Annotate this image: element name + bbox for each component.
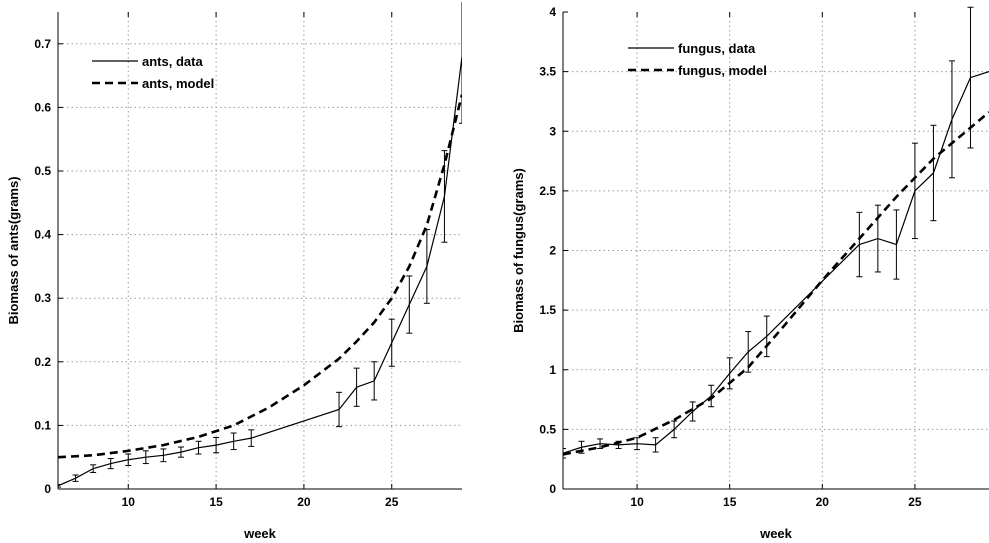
y-tick-label: 0.6 (34, 100, 51, 114)
x-tick-label: 15 (723, 495, 737, 509)
y-tick-label: 0.7 (34, 37, 51, 51)
plot-area (58, 2, 462, 488)
y-tick-label: 0.5 (34, 164, 51, 178)
legend-label: ants, data (142, 54, 203, 69)
y-tick-label: 0 (549, 482, 556, 496)
plot-area (563, 6, 989, 459)
y-tick-label: 3.5 (539, 65, 556, 79)
y-tick-label: 0.4 (34, 228, 51, 242)
fungus-chart-panel: 10 15 20 25 0 0.5 1 1.5 2 2.5 3 3.5 4 week Biomass of … (511, 5, 989, 541)
y-axis-label: Biomass of fungus(grams) (511, 168, 526, 333)
fungus-series-data-line (563, 71, 989, 454)
y-tick-label: 2 (549, 244, 556, 258)
ants-series-data-line (58, 56, 462, 487)
y-tick-label: 1 (549, 363, 556, 377)
legend-label: fungus, model (678, 63, 767, 78)
x-tick-label: 15 (209, 495, 223, 509)
y-tick-label: 0.3 (34, 291, 51, 305)
fungus-series-model-line (563, 111, 989, 456)
y-tick-label: 0.1 (34, 418, 51, 432)
x-tick-label: 10 (630, 495, 644, 509)
x-axis-label: week (243, 526, 277, 541)
y-tick-label: 4 (549, 5, 556, 19)
y-axis-label: Biomass of ants(grams) (6, 176, 21, 324)
y-tick-label: 0 (44, 482, 51, 496)
x-axis-label: week (759, 526, 793, 541)
ants-series-model-line (58, 94, 462, 459)
x-tick-label: 10 (122, 495, 136, 509)
x-tick-label: 20 (297, 495, 311, 509)
x-tick-label: 20 (816, 495, 830, 509)
y-tick-label: 3 (549, 124, 556, 138)
y-tick-label: 1.5 (539, 303, 556, 317)
y-tick-label: 0.2 (34, 355, 51, 369)
legend-label: fungus, data (678, 41, 756, 56)
y-tick-label: 0.5 (539, 422, 556, 436)
ants-chart-panel: 10 15 20 25 0 0.1 0.2 0.3 0.4 0.5 0.6 0.7 week Biomas… (6, 2, 462, 541)
x-tick-label: 25 (385, 495, 399, 509)
legend-label: ants, model (142, 76, 214, 91)
x-tick-label: 25 (908, 495, 922, 509)
y-tick-label: 2.5 (539, 184, 556, 198)
